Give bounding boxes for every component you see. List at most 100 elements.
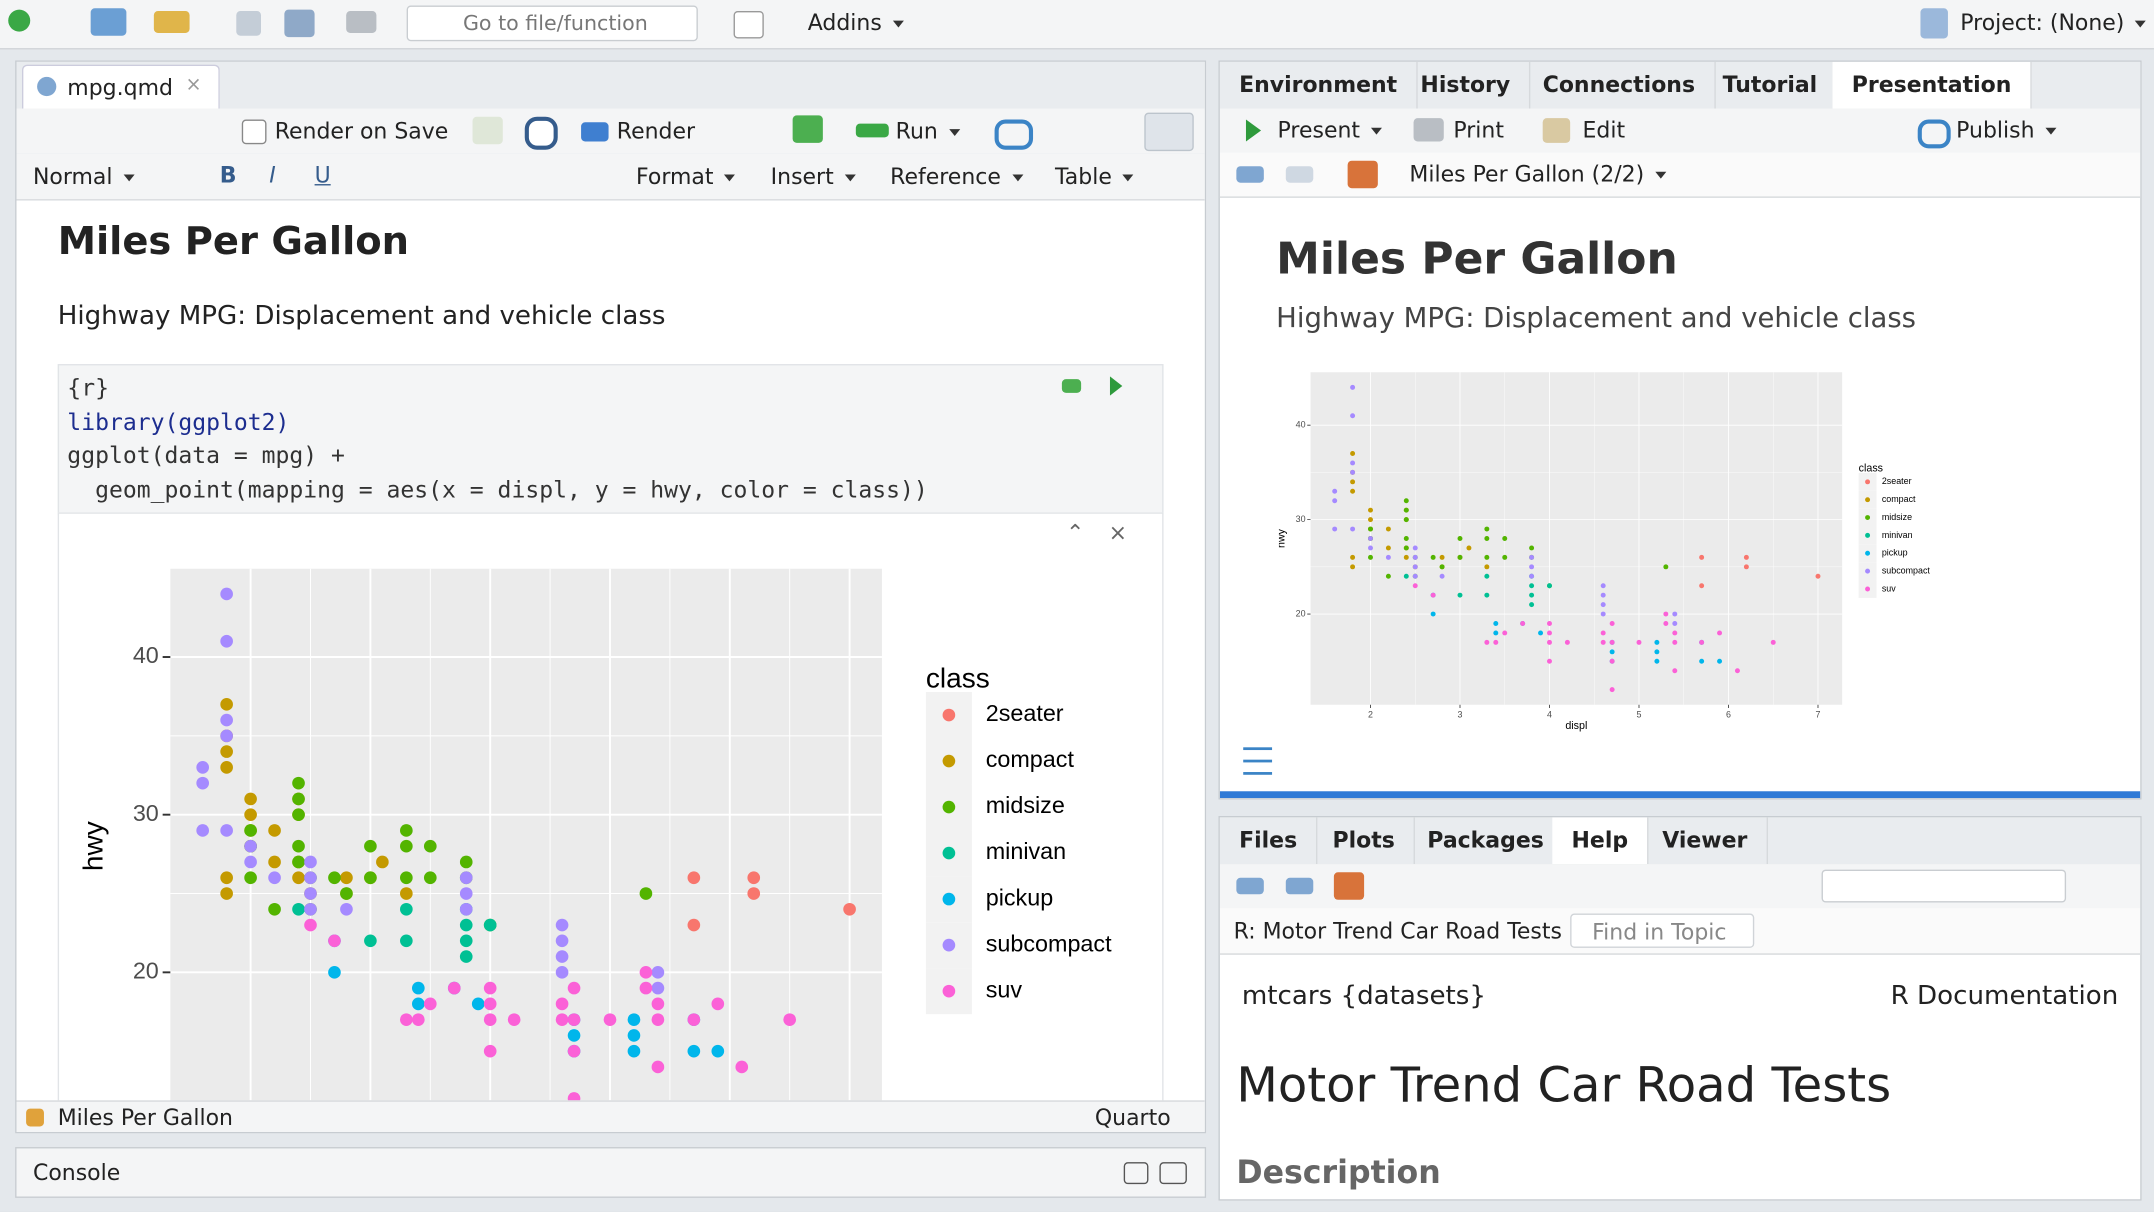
insert-chunk-icon[interactable]: [793, 115, 823, 142]
grid-icon[interactable]: [734, 11, 764, 38]
point: [484, 1045, 497, 1058]
point: [220, 745, 233, 758]
table-menu[interactable]: Table: [1055, 163, 1134, 189]
point: [1484, 527, 1489, 532]
new-file-icon[interactable]: [8, 10, 30, 32]
spellcheck-icon[interactable]: [473, 117, 503, 144]
rerun-icon[interactable]: [995, 120, 1033, 150]
point: [304, 919, 317, 932]
render-button[interactable]: Render: [617, 118, 695, 144]
run-chunk-icon[interactable]: [1110, 376, 1122, 395]
tab[interactable]: Files: [1220, 817, 1318, 864]
reference-menu[interactable]: Reference: [890, 163, 1023, 189]
tab[interactable]: Packages: [1408, 817, 1564, 864]
tab[interactable]: Viewer: [1643, 817, 1768, 864]
open-icon[interactable]: [154, 11, 190, 33]
print-icon[interactable]: [346, 11, 376, 33]
topic-bar: R: Motor Trend Car Road Tests Find in To…: [1220, 908, 2140, 955]
back-icon[interactable]: [1236, 878, 1263, 894]
tab[interactable]: Environment: [1220, 62, 1418, 109]
point: [1440, 564, 1445, 569]
new-project-icon[interactable]: [91, 8, 127, 35]
tab-active[interactable]: Help: [1552, 817, 1648, 864]
point: [460, 871, 473, 884]
x-tick-label: 3: [1458, 709, 1463, 719]
point: [400, 871, 413, 884]
editor-status-bar: Miles Per Gallon Quarto: [16, 1100, 1204, 1133]
help-search[interactable]: [1822, 870, 2067, 903]
tab-active[interactable]: Presentation: [1833, 62, 2032, 109]
help-section: Description: [1236, 1155, 1440, 1191]
section-label[interactable]: Miles Per Gallon: [58, 1104, 233, 1130]
back-icon[interactable]: [1236, 166, 1263, 182]
forward-icon[interactable]: [1286, 166, 1313, 182]
menu-icon[interactable]: [1243, 747, 1272, 774]
italic-button[interactable]: I: [269, 162, 275, 188]
edit-button[interactable]: Edit: [1583, 117, 1626, 143]
slide-menu[interactable]: Miles Per Gallon (2/2): [1409, 161, 1666, 187]
point: [328, 871, 341, 884]
insert-menu[interactable]: Insert: [771, 163, 856, 189]
point: [1350, 385, 1355, 390]
search-icon[interactable]: [525, 117, 558, 150]
point: [196, 777, 209, 790]
section-icon: [26, 1109, 44, 1127]
legend-swatch: [1865, 551, 1870, 556]
run-label: Run: [896, 118, 938, 144]
format-menu[interactable]: Format: [636, 163, 735, 189]
point: [1350, 564, 1355, 569]
point: [1493, 630, 1498, 635]
tab[interactable]: Plots: [1313, 817, 1415, 864]
maximize-icon[interactable]: [1159, 1162, 1186, 1184]
find-box[interactable]: Find in Topic: [1570, 914, 1754, 948]
point: [400, 1013, 413, 1026]
plot-panel: [1311, 372, 1843, 704]
point: [1502, 536, 1507, 541]
save-icon[interactable]: [236, 11, 261, 36]
point: [508, 1013, 521, 1026]
home-icon[interactable]: [1334, 872, 1364, 899]
point: [556, 1013, 569, 1026]
visual-mode-toggle[interactable]: [1144, 113, 1193, 151]
legend-title: class: [926, 662, 990, 693]
underline-button[interactable]: U: [315, 162, 331, 188]
point: [1547, 630, 1552, 635]
addins-menu[interactable]: Addins: [808, 10, 904, 36]
project-menu[interactable]: Project: (None): [1960, 10, 2146, 36]
point: [1529, 555, 1534, 560]
publish-button[interactable]: Publish: [1956, 117, 2056, 143]
code-line: {r}: [67, 374, 109, 401]
point: [1458, 536, 1463, 541]
bold-button[interactable]: B: [220, 162, 237, 188]
console-pane[interactable]: Console: [15, 1147, 1206, 1198]
file-tab[interactable]: mpg.qmd ×: [22, 65, 220, 110]
run-button[interactable]: Run: [896, 118, 960, 144]
point: [220, 698, 233, 711]
present-button[interactable]: Present: [1278, 117, 1382, 143]
print-button[interactable]: Print: [1453, 117, 1504, 143]
restore-icon[interactable]: [1124, 1162, 1149, 1184]
save-all-icon[interactable]: [284, 10, 314, 37]
topic-menu[interactable]: R: Motor Trend Car Road Tests: [1234, 918, 1584, 944]
render-on-save-checkbox[interactable]: [242, 120, 267, 145]
tab[interactable]: History: [1401, 62, 1531, 109]
tab[interactable]: Connections: [1523, 62, 1715, 109]
point: [1610, 687, 1615, 692]
point: [711, 1045, 724, 1058]
point: [196, 761, 209, 774]
point: [268, 824, 281, 837]
slide-nav: Miles Per Gallon (2/2): [1220, 152, 2140, 197]
point: [1663, 621, 1668, 626]
style-menu[interactable]: Normal: [33, 163, 135, 189]
point: [568, 982, 581, 995]
point: [1413, 574, 1418, 579]
home-icon[interactable]: [1348, 161, 1378, 188]
go-to-box[interactable]: Go to file/function: [407, 5, 698, 41]
legend-swatch: [943, 939, 956, 952]
tab[interactable]: Tutorial: [1703, 62, 1837, 109]
point: [688, 919, 701, 932]
close-tab[interactable]: ×: [185, 74, 201, 96]
mode-label[interactable]: Quarto: [1095, 1104, 1171, 1130]
run-above-icon[interactable]: [1062, 379, 1081, 393]
forward-icon[interactable]: [1286, 878, 1313, 894]
